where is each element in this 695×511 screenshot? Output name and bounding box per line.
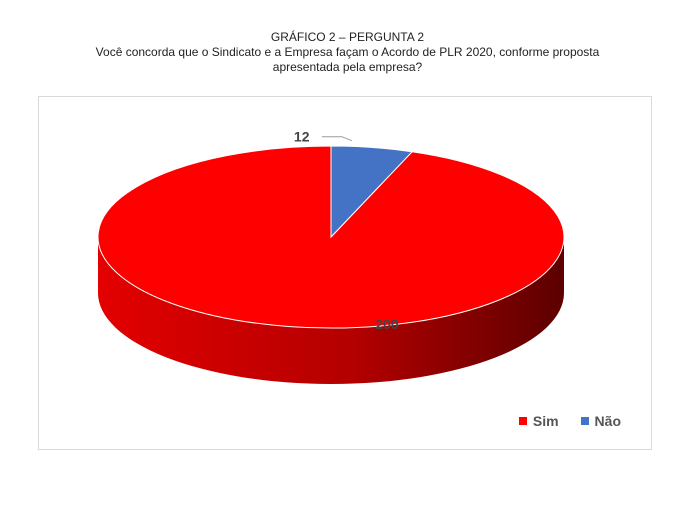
legend-label-nao: Não (594, 413, 621, 429)
title-line-1: GRÁFICO 2 – PERGUNTA 2 (270, 30, 425, 44)
chart-area: 200 12 Sim Não (38, 96, 652, 450)
title-line-2: Você concorda que o Sindicato e a Empres… (95, 45, 600, 59)
leader-line-nao (321, 136, 353, 142)
data-label-nao: 12 (294, 129, 310, 145)
legend-item-sim: Sim (518, 413, 559, 429)
legend-swatch-nao (580, 417, 589, 425)
pie-side-sim (98, 237, 564, 384)
legend-item-nao: Não (580, 413, 621, 429)
pie-chart: 200 12 (97, 129, 565, 384)
legend-label-sim: Sim (532, 413, 559, 429)
title-line-3: apresentada pela empresa? (272, 60, 423, 74)
legend: Sim Não (518, 413, 621, 429)
legend-swatch-sim (518, 417, 527, 425)
pie-slice-nao (330, 145, 414, 239)
data-label-sim: 200 (375, 316, 399, 332)
chart-title: GRÁFICO 2 – PERGUNTA 2 Você concorda que… (0, 30, 695, 75)
